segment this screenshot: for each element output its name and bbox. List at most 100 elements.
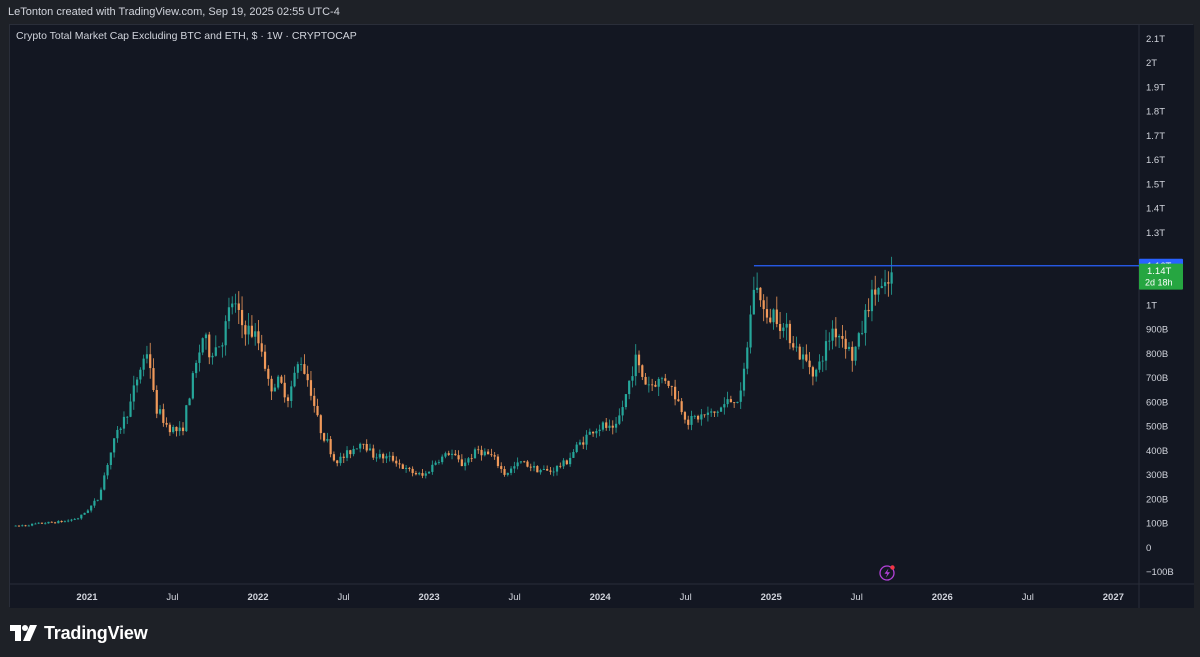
candle-body — [67, 520, 70, 522]
chart-panel[interactable]: 2.1T 2T 1.9T 1.8T 1.7T 1.6T 1.5T 1.4T 1.3T 1T 900B… — [9, 24, 1194, 608]
chart-background — [10, 25, 1194, 608]
candle-body — [746, 347, 749, 369]
candle-body — [424, 473, 427, 476]
candle-body — [277, 376, 280, 388]
candle-body — [572, 451, 575, 458]
candle-body — [762, 300, 765, 310]
candle-body — [719, 407, 723, 412]
candle-body — [582, 442, 585, 445]
candle-body — [651, 384, 654, 386]
candle-body — [578, 442, 582, 445]
candle-body — [749, 314, 752, 348]
candle-body — [854, 346, 857, 361]
candle-body — [388, 455, 391, 457]
candle-body — [729, 399, 732, 403]
candle-body — [637, 354, 641, 366]
candle-body — [372, 448, 375, 458]
candle-body — [562, 460, 565, 467]
candle-body — [408, 467, 411, 469]
candle-body — [86, 510, 89, 513]
candle-body — [877, 288, 880, 295]
candle-body — [37, 522, 40, 524]
candle-body — [644, 376, 647, 385]
candle-body — [546, 469, 549, 471]
candle-body — [441, 456, 444, 463]
candle-body — [821, 360, 824, 362]
candle-body — [575, 444, 578, 452]
candle-body — [480, 449, 483, 456]
candle-body — [93, 500, 96, 506]
candle-body — [178, 427, 181, 432]
candle-body — [34, 523, 37, 525]
candle-body — [349, 450, 352, 455]
price-tick-label: 1.4T — [1146, 204, 1165, 215]
candle-body — [244, 325, 247, 335]
candle-body — [490, 454, 493, 456]
candle-body — [119, 428, 122, 430]
price-tick-label: 300B — [1146, 470, 1168, 481]
candle-body — [496, 456, 500, 467]
time-tick-label: Jul — [337, 592, 349, 603]
candle-body — [844, 338, 847, 350]
price-axis[interactable]: 2.1T 2T 1.9T 1.8T 1.7T 1.6T 1.5T 1.4T 1.3T 1T 900B… — [1146, 34, 1174, 578]
candle-body — [414, 473, 418, 475]
candle-body — [765, 309, 769, 318]
candle-body — [693, 415, 696, 417]
candle-body — [778, 323, 782, 331]
candle-body — [254, 331, 257, 337]
tradingview-logo[interactable]: TradingView — [10, 621, 148, 645]
time-axis[interactable]: 2021 Jul 2022 Jul 2023 Jul 2024 Jul 2025 Jul 2026 J… — [76, 592, 1124, 603]
candles-layer — [14, 256, 893, 527]
candle-body — [382, 454, 385, 459]
price-tick-label: 1T — [1146, 301, 1157, 312]
candle-body — [300, 364, 303, 365]
candle-body — [532, 466, 536, 468]
time-tick-label: Jul — [851, 592, 863, 603]
candle-body — [785, 323, 788, 328]
footer: TradingView — [0, 607, 1200, 657]
candle-body — [857, 333, 860, 347]
candle-body — [290, 386, 293, 401]
candle-body — [687, 419, 690, 425]
candle-body — [247, 325, 250, 335]
candle-body — [60, 520, 63, 523]
candle-body — [391, 455, 395, 461]
price-tick-label: 800B — [1146, 349, 1168, 360]
candle-body — [493, 455, 496, 457]
time-tick-label: 2026 — [932, 592, 953, 603]
candle-body — [841, 336, 844, 339]
lightning-icon[interactable] — [879, 565, 895, 581]
candle-body — [240, 309, 244, 326]
candle-body — [477, 449, 480, 451]
chart-title: Crypto Total Market Cap Excluding BTC an… — [16, 30, 357, 42]
candle-body — [135, 379, 139, 386]
candle-body — [742, 368, 746, 391]
candle-body — [359, 443, 362, 449]
candle-body — [536, 466, 539, 473]
candle-body — [76, 518, 80, 520]
price-chart[interactable]: 2.1T 2T 1.9T 1.8T 1.7T 1.6T 1.5T 1.4T 1.3T 1T 900B… — [10, 25, 1194, 608]
candle-body — [542, 469, 545, 470]
candle-body — [191, 373, 194, 399]
candle-body — [427, 471, 431, 474]
candle-body — [739, 390, 742, 402]
price-tick-label: 2.1T — [1146, 34, 1165, 45]
candle-body — [17, 525, 21, 527]
candle-body — [464, 462, 467, 467]
candle-body — [234, 303, 237, 305]
price-tick-label: 2T — [1146, 58, 1157, 69]
candle-body — [549, 470, 552, 472]
time-tick-label: 2023 — [419, 592, 440, 603]
candle-body — [696, 415, 700, 420]
current-price-badge — [1139, 263, 1183, 290]
candle-body — [634, 354, 637, 377]
price-tick-label: 1.9T — [1146, 82, 1165, 93]
candle-body — [861, 332, 864, 334]
candle-body — [129, 401, 132, 417]
candle-body — [756, 287, 759, 290]
price-tick-label: 700B — [1146, 373, 1168, 384]
candle-body — [237, 303, 240, 310]
candle-body — [57, 520, 60, 524]
candle-body — [401, 464, 404, 469]
